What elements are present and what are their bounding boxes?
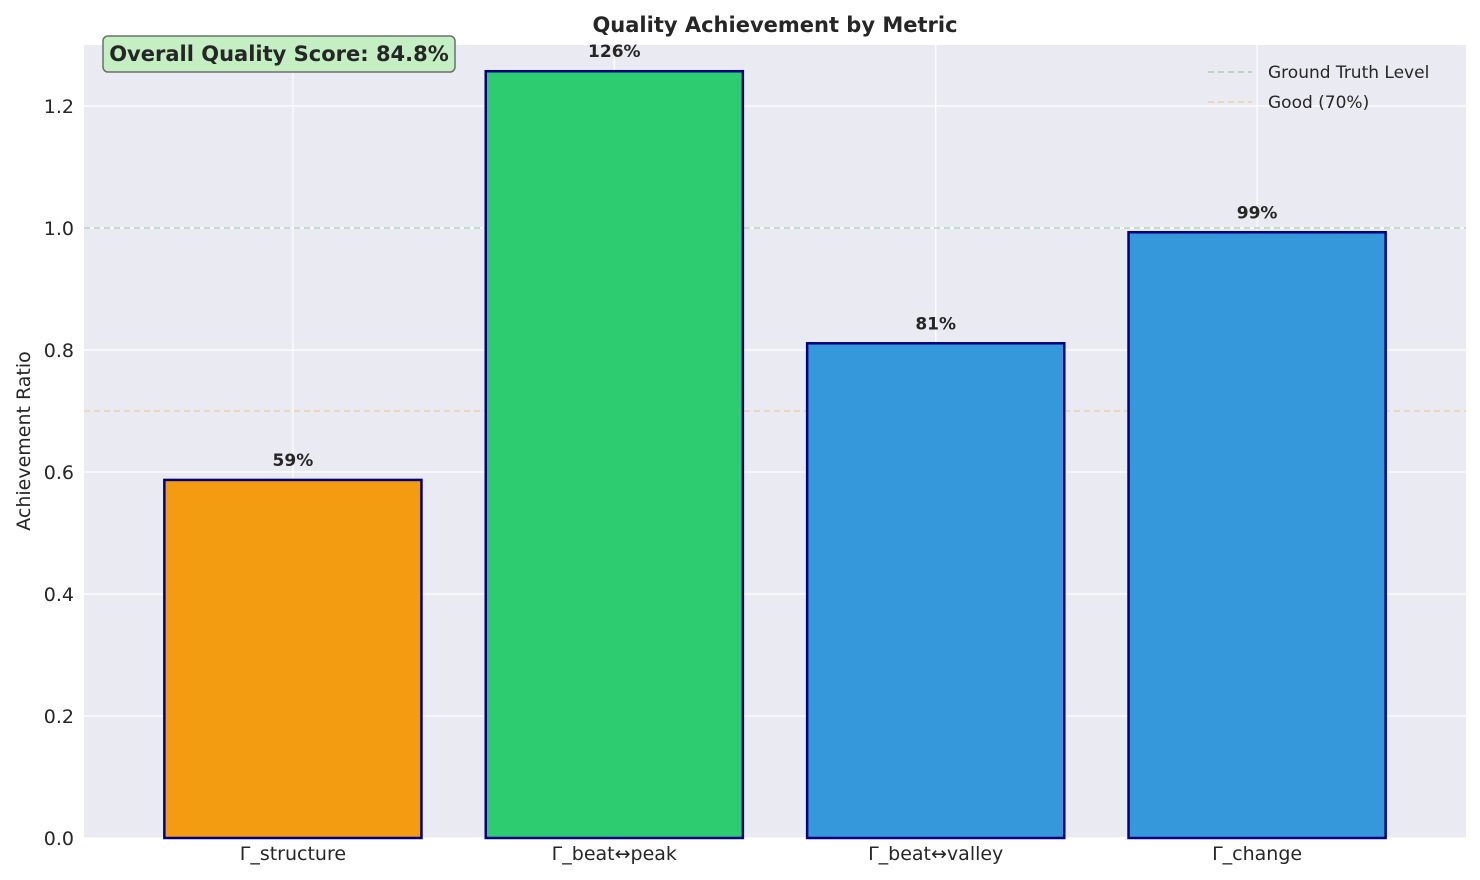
x-axis-ticks: Γ_structure Γ_beat↔peak Γ_beat↔valley Γ_cha… <box>240 843 1302 865</box>
data-labels: 59% 126% 81% 99% <box>273 42 1278 471</box>
y-tick-label-3: 0.6 <box>44 462 74 484</box>
y-tick-label-2: 0.4 <box>44 584 74 606</box>
y-tick-label-5: 1.0 <box>44 218 74 240</box>
x-tick-label-3: Γ_change <box>1212 843 1302 865</box>
bar-3 <box>1127 231 1387 840</box>
x-tick-label-0: Γ_structure <box>240 843 346 865</box>
data-label-0: 59% <box>273 451 314 471</box>
bar-1 <box>484 69 745 840</box>
legend-label-good: Good (70%) <box>1268 93 1369 113</box>
data-label-3: 99% <box>1237 203 1278 223</box>
x-tick-label-2: Γ_beat↔valley <box>868 843 1003 865</box>
y-tick-label-4: 0.8 <box>44 340 74 362</box>
score-box <box>102 35 456 73</box>
y-tick-label-6: 1.2 <box>44 96 74 118</box>
x-tick-label-1: Γ_beat↔peak <box>552 843 677 865</box>
bars <box>163 69 1387 840</box>
data-label-2: 81% <box>915 314 956 334</box>
y-axis-ticks: 0.0 0.2 0.4 0.6 0.8 1.0 1.2 <box>44 96 74 850</box>
y-tick-label-0: 0.0 <box>44 828 74 850</box>
data-label-1: 126% <box>588 42 641 62</box>
legend: Ground Truth Level Good (70%) <box>1208 63 1429 113</box>
legend-label-ground-truth: Ground Truth Level <box>1268 63 1429 83</box>
overall-score-annotation: Overall Quality Score: 84.8% <box>102 35 456 73</box>
score-text: Overall Quality Score: 84.8% <box>109 42 449 66</box>
bar-0 <box>163 478 423 840</box>
chart-title: Quality Achievement by Metric <box>592 13 957 37</box>
bar-2 <box>805 342 1066 840</box>
y-tick-label-1: 0.2 <box>44 706 74 728</box>
y-axis-label: Achievement Ratio <box>13 351 35 531</box>
